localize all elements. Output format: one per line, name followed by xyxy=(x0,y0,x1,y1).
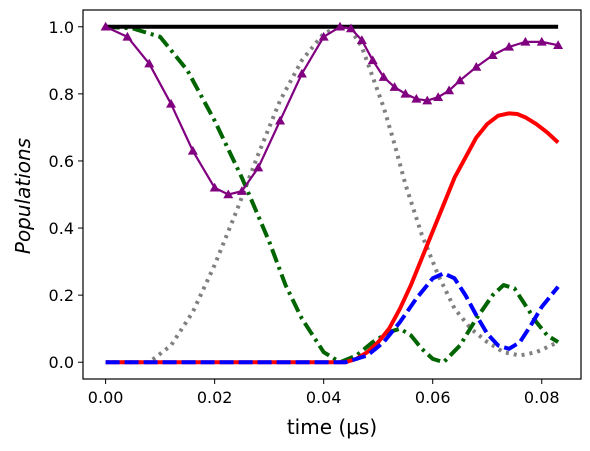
y-tick-label: 1.0 xyxy=(49,18,74,37)
series-5-marker xyxy=(345,23,356,33)
y-tick-label: 0.0 xyxy=(49,353,74,372)
series-5-marker xyxy=(356,35,367,44)
series-5-marker xyxy=(520,36,531,46)
y-axis: 0.0 0.2 0.4 0.6 0.8 1.0 xyxy=(49,18,83,372)
x-axis-label: time (μs) xyxy=(287,415,377,439)
y-tick-label: 0.2 xyxy=(49,286,74,305)
series-5-marker xyxy=(378,72,389,81)
series-5-marker xyxy=(275,115,286,125)
x-tick-label: 0.08 xyxy=(524,388,560,407)
series-5-marker xyxy=(536,36,547,46)
series-5-marker xyxy=(166,98,177,108)
series-line-5 xyxy=(105,25,559,196)
series-5-marker xyxy=(471,62,482,71)
series-5-marker xyxy=(253,162,264,172)
x-tick-label: 0.06 xyxy=(415,388,451,407)
series-5-marker xyxy=(433,92,444,101)
x-tick-label: 0.04 xyxy=(306,388,342,407)
series-line-1 xyxy=(105,111,560,365)
y-tick-label: 0.4 xyxy=(49,219,74,238)
series-5-marker xyxy=(389,82,400,91)
x-tick-label: 0.00 xyxy=(88,388,124,407)
series-5-marker xyxy=(223,189,234,199)
series-5-marker xyxy=(144,58,155,68)
series-5-marker xyxy=(553,40,564,49)
plot-area xyxy=(100,21,564,365)
series-5-marker xyxy=(422,95,433,105)
series-line-2 xyxy=(105,271,560,365)
series-5-marker xyxy=(209,182,220,192)
series-5-marker xyxy=(367,55,378,65)
series-5-marker xyxy=(296,68,307,78)
series-5-marker xyxy=(335,21,346,31)
series-5-marker xyxy=(122,31,133,41)
series-5-marker xyxy=(318,31,329,41)
series-5-marker xyxy=(444,85,455,95)
series-5-marker xyxy=(187,145,198,155)
series-5-marker xyxy=(454,75,465,85)
series-line-3 xyxy=(105,24,560,365)
series-5-marker xyxy=(504,41,515,51)
y-tick-label: 0.6 xyxy=(49,152,74,171)
plot-frame xyxy=(82,9,582,380)
series-5-marker xyxy=(487,50,498,60)
series-line-4 xyxy=(105,24,559,365)
series-5-marker xyxy=(411,93,422,103)
series-5-marker xyxy=(236,186,247,195)
series-5-marker xyxy=(100,21,111,31)
y-axis-label: Populations xyxy=(11,138,35,254)
y-tick-label: 0.8 xyxy=(49,85,74,104)
x-tick-label: 0.02 xyxy=(197,388,233,407)
series-5-marker xyxy=(400,88,411,98)
x-axis: 0.00 0.02 0.04 0.06 0.08 xyxy=(88,379,560,407)
